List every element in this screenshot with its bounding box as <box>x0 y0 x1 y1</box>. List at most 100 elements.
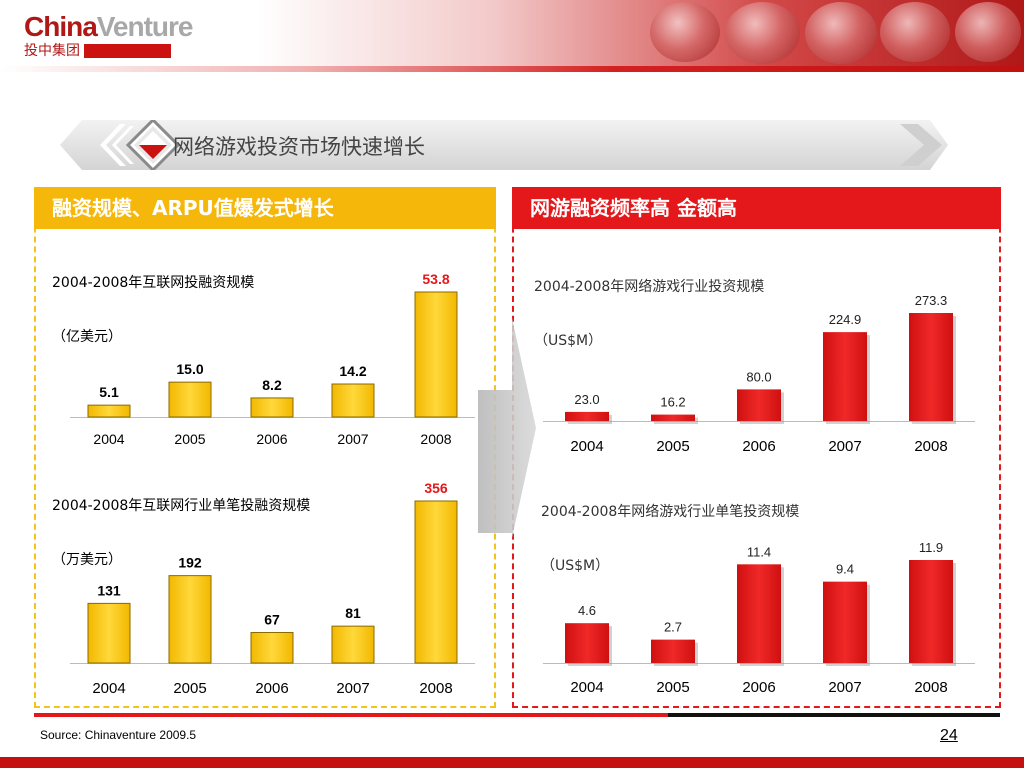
c1-tick-2005: 2005 <box>174 431 205 447</box>
c2-bar-2007 <box>331 625 375 664</box>
chart3-title: 2004-2008年网络游戏行业投资规模 （US$M） <box>534 242 764 368</box>
c4-tick-2005: 2005 <box>656 679 689 696</box>
banner-left-chevron-inner <box>112 126 134 164</box>
chart4-title-line2: （US$M） <box>541 558 610 574</box>
c4-tick-2007: 2007 <box>828 679 861 696</box>
logo-bar <box>84 44 171 58</box>
c1-label-2006: 8.2 <box>262 377 282 393</box>
c4-tick-2008: 2008 <box>914 679 947 696</box>
c3-bar-2007 <box>823 332 867 421</box>
bottom-strip <box>0 757 1024 768</box>
c1-bar-2008 <box>414 291 458 418</box>
decorative-lion-5 <box>955 2 1021 62</box>
c2-label-2006: 67 <box>264 612 280 628</box>
logo-subtitle: 投中集团 <box>24 43 80 59</box>
c4-bar-2004 <box>565 623 609 663</box>
c2-bar-2005 <box>168 575 212 664</box>
chart2-title: 2004-2008年互联网行业单笔投融资规模 （万美元） <box>52 461 310 587</box>
c2-tick-2008: 2008 <box>419 680 452 697</box>
c3-bar-2008 <box>909 313 953 421</box>
banner-background <box>60 120 948 170</box>
banner-right-chevron <box>900 124 942 166</box>
c3-tick-2007: 2007 <box>828 438 861 455</box>
c3-tick-2005: 2005 <box>656 438 689 455</box>
c3-label-2004: 23.0 <box>574 392 599 407</box>
source-note: Source: Chinaventure 2009.5 <box>40 728 197 742</box>
decorative-lion-2 <box>725 2 800 64</box>
chart2-title-line2: （万美元） <box>52 552 122 568</box>
decorative-lion-4 <box>880 2 950 62</box>
c3-label-2005: 16.2 <box>660 395 685 410</box>
c2-bar-2008 <box>414 500 458 664</box>
c3-bar-2006 <box>737 389 781 421</box>
page-number: 24 <box>940 727 958 744</box>
decorative-lion-3 <box>805 2 877 64</box>
banner-left-chevron-outer <box>100 124 126 166</box>
red-diamond-icon <box>125 120 181 170</box>
c3-tick-2008: 2008 <box>914 438 947 455</box>
c4-label-2006: 11.4 <box>747 544 771 559</box>
c4-label-2004: 4.6 <box>578 603 596 618</box>
c4-label-2008: 11.9 <box>919 540 943 555</box>
c2-tick-2006: 2006 <box>255 680 288 697</box>
c4-tick-2004: 2004 <box>570 679 603 696</box>
chart4-title: 2004-2008年网络游戏行业单笔投资规模 （US$M） <box>541 467 799 593</box>
footer-black-line <box>668 713 1000 717</box>
decorative-lion-1 <box>650 2 720 62</box>
c1-tick-2007: 2007 <box>337 431 368 447</box>
c2-tick-2007: 2007 <box>336 680 369 697</box>
header-strip <box>0 66 1024 72</box>
c2-bar-2006 <box>250 632 294 664</box>
c4-bar-2008 <box>909 560 953 663</box>
c4-bar-2006 <box>737 564 781 663</box>
c2-bar-2004 <box>87 602 131 664</box>
chart1-title: 2004-2008年互联网投融资规模 （亿美元） <box>52 238 254 364</box>
c1-tick-2006: 2006 <box>256 431 287 447</box>
chart1-title-line1: 2004-2008年互联网投融资规模 <box>52 275 255 291</box>
c2-label-2008: 356 <box>424 480 448 496</box>
c4-label-2007: 9.4 <box>836 562 854 577</box>
c1-tick-2008: 2008 <box>420 431 451 447</box>
c1-label-2008: 53.8 <box>422 271 449 287</box>
title-banner <box>60 120 948 170</box>
c3-tick-2006: 2006 <box>742 438 775 455</box>
chart1-title-line2: （亿美元） <box>52 329 122 345</box>
right-arrow-icon <box>478 318 536 538</box>
c1-bar-2005 <box>168 381 212 418</box>
page-title: 网络游戏投资市场快速增长 <box>173 135 425 159</box>
c2-label-2005: 192 <box>178 555 202 571</box>
c4-bar-2005 <box>651 639 695 663</box>
chart3-title-line1: 2004-2008年网络游戏行业投资规模 <box>534 279 765 295</box>
c2-tick-2005: 2005 <box>173 680 206 697</box>
c1-bar-2004 <box>87 404 131 418</box>
chinaventure-logo: ChinaVenture 投中集团 <box>24 11 194 60</box>
chart3-title-line2: （US$M） <box>534 333 603 349</box>
c1-label-2007: 14.2 <box>339 363 366 379</box>
c1-bar-2007 <box>331 383 375 418</box>
c3-label-2006: 80.0 <box>746 369 771 384</box>
c4-bar-2007 <box>823 581 867 663</box>
right-panel-heading: 网游融资频率高 金额高 <box>512 187 1001 229</box>
logo-china: China <box>24 11 98 42</box>
chart4-title-line1: 2004-2008年网络游戏行业单笔投资规模 <box>541 504 800 520</box>
c2-tick-2004: 2004 <box>92 680 125 697</box>
c3-label-2007: 224.9 <box>829 312 862 327</box>
c4-label-2005: 2.7 <box>664 620 682 635</box>
c3-bar-2004 <box>565 411 609 421</box>
c1-bar-2006 <box>250 397 294 418</box>
logo-venture: Venture <box>96 11 194 42</box>
c3-tick-2004: 2004 <box>570 438 603 455</box>
c4-tick-2006: 2006 <box>742 679 775 696</box>
c3-bar-2005 <box>651 414 695 421</box>
chart2-title-line1: 2004-2008年互联网行业单笔投融资规模 <box>52 498 311 514</box>
footer-red-line <box>34 713 668 717</box>
c3-label-2008: 273.3 <box>915 293 948 308</box>
c1-label-2004: 5.1 <box>99 384 119 400</box>
left-panel-heading: 融资规模、ARPU值爆发式增长 <box>34 187 496 229</box>
c2-label-2007: 81 <box>345 605 361 621</box>
c1-tick-2004: 2004 <box>93 431 124 447</box>
c2-label-2004: 131 <box>97 582 121 598</box>
header-band <box>0 0 1024 72</box>
c1-label-2005: 15.0 <box>176 361 203 377</box>
